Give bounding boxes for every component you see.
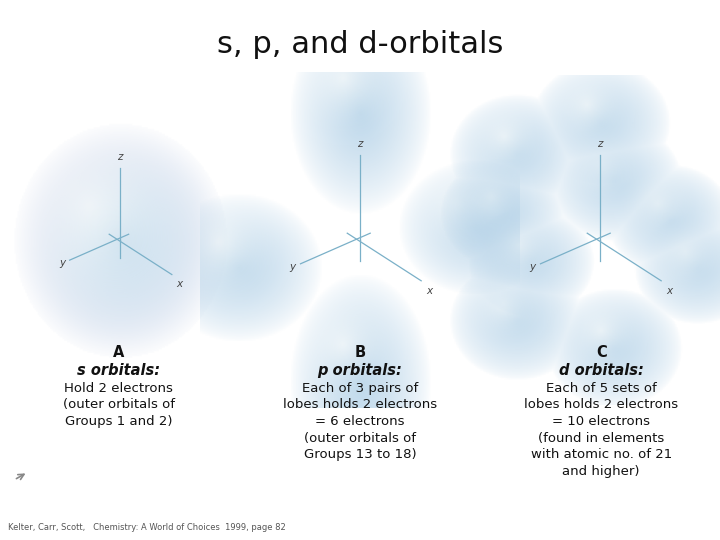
Text: y: y — [289, 262, 295, 272]
Text: z: z — [357, 139, 363, 149]
Text: Groups 1 and 2): Groups 1 and 2) — [65, 415, 173, 428]
Text: (found in elements: (found in elements — [538, 431, 665, 444]
Text: z: z — [598, 139, 603, 149]
Text: with atomic no. of 21: with atomic no. of 21 — [531, 448, 672, 461]
Text: C: C — [596, 345, 606, 360]
Text: y: y — [529, 262, 536, 272]
Text: and higher): and higher) — [562, 465, 640, 478]
Text: lobes holds 2 electrons: lobes holds 2 electrons — [283, 399, 437, 411]
Text: = 10 electrons: = 10 electrons — [552, 415, 650, 428]
Text: d orbitals:: d orbitals: — [559, 363, 644, 379]
Text: z: z — [117, 152, 122, 162]
Text: Hold 2 electrons: Hold 2 electrons — [64, 382, 174, 395]
Text: (outer orbitals of: (outer orbitals of — [304, 431, 416, 444]
Text: B: B — [354, 345, 366, 360]
Text: = 6 electrons: = 6 electrons — [315, 415, 405, 428]
Text: p orbitals:: p orbitals: — [318, 363, 402, 379]
Text: x: x — [666, 286, 672, 296]
Text: s orbitals:: s orbitals: — [77, 363, 161, 379]
Text: (outer orbitals of: (outer orbitals of — [63, 399, 175, 411]
Text: x: x — [426, 286, 433, 296]
Text: Kelter, Carr, Scott,   Chemistry: A World of Choices  1999, page 82: Kelter, Carr, Scott, Chemistry: A World … — [8, 523, 286, 532]
Text: lobes holds 2 electrons: lobes holds 2 electrons — [524, 399, 678, 411]
Text: y: y — [59, 258, 66, 268]
Text: Groups 13 to 18): Groups 13 to 18) — [304, 448, 416, 461]
Text: Each of 3 pairs of: Each of 3 pairs of — [302, 382, 418, 395]
Text: Each of 5 sets of: Each of 5 sets of — [546, 382, 657, 395]
Text: x: x — [176, 279, 182, 289]
Text: A: A — [113, 345, 125, 360]
Text: s, p, and d-orbitals: s, p, and d-orbitals — [217, 30, 503, 59]
